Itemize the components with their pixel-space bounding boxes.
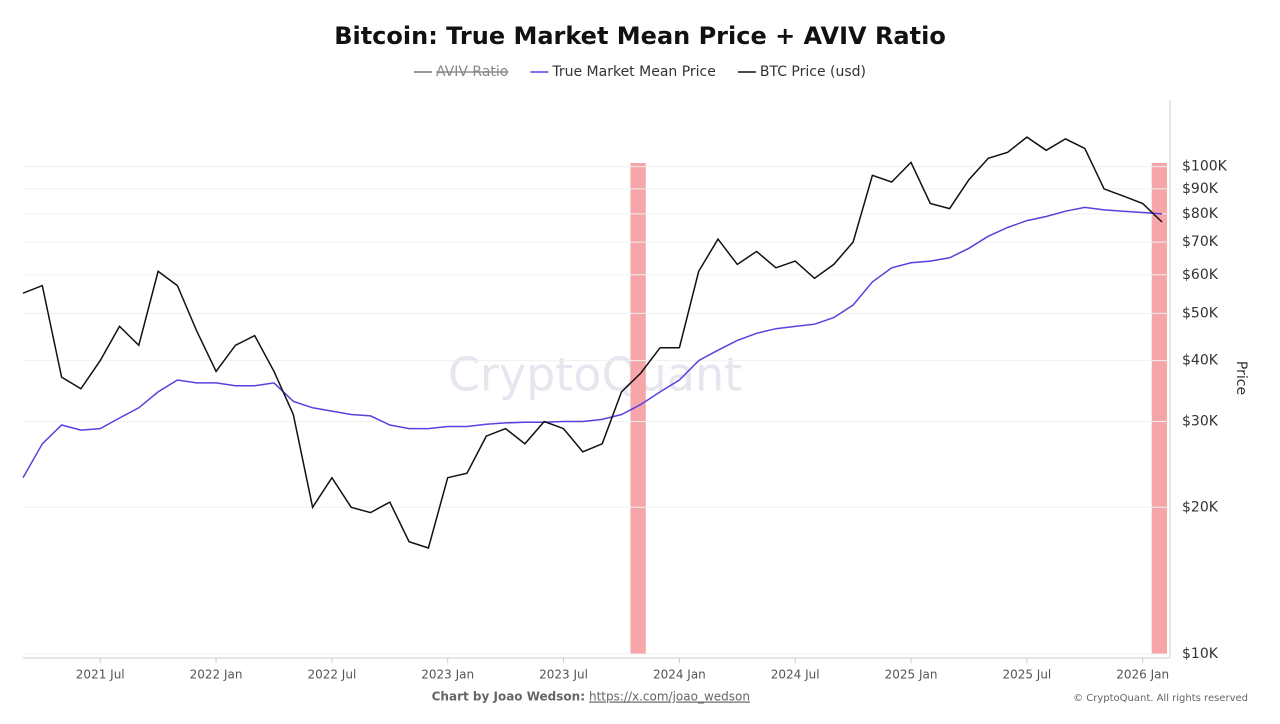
copyright: © CryptoQuant. All rights reserved (1073, 693, 1248, 704)
y-tick-label: $10K (1182, 646, 1219, 662)
watermark: CryptoQuant (448, 348, 742, 402)
y-tick-label: $30K (1182, 413, 1219, 429)
y-tick-label: $90K (1182, 181, 1219, 197)
legend-label[interactable]: AVIV Ratio (436, 64, 508, 80)
y-tick-label: $60K (1182, 267, 1219, 283)
highlight-band (630, 163, 646, 654)
y-tick-label: $40K (1182, 353, 1219, 369)
credit-link[interactable]: https://x.com/joao_wedson (589, 690, 750, 704)
x-tick-label: 2024 Jan (653, 668, 706, 682)
chart-title: Bitcoin: True Market Mean Price + AVIV R… (334, 22, 946, 50)
series-line (22, 206, 1163, 479)
credit: Chart by Joao Wedson: (432, 690, 585, 704)
y-axis-label: Price (1233, 361, 1249, 395)
x-tick-label: 2025 Jan (885, 668, 938, 682)
x-tick-label: 2021 Jul (76, 668, 125, 682)
y-tick-label: $70K (1182, 234, 1219, 250)
legend-label[interactable]: BTC Price (usd) (760, 64, 866, 80)
y-tick-label: $100K (1182, 159, 1228, 175)
x-tick-label: 2022 Jan (190, 668, 243, 682)
y-tick-label: $50K (1182, 305, 1219, 321)
series-line (22, 136, 1163, 549)
x-tick-label: 2024 Jul (771, 668, 820, 682)
x-tick-label: 2025 Jul (1002, 668, 1051, 682)
highlight-band (1151, 163, 1167, 654)
y-tick-label: $20K (1182, 499, 1219, 515)
x-tick-label: 2023 Jan (421, 668, 474, 682)
legend-label[interactable]: True Market Mean Price (551, 64, 716, 80)
x-tick-label: 2023 Jul (539, 668, 588, 682)
y-tick-label: $80K (1182, 206, 1219, 222)
x-tick-label: 2026 Jan (1116, 668, 1169, 682)
x-tick-label: 2022 Jul (307, 668, 356, 682)
